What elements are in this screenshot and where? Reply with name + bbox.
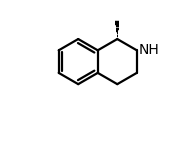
- Text: NH: NH: [138, 43, 159, 57]
